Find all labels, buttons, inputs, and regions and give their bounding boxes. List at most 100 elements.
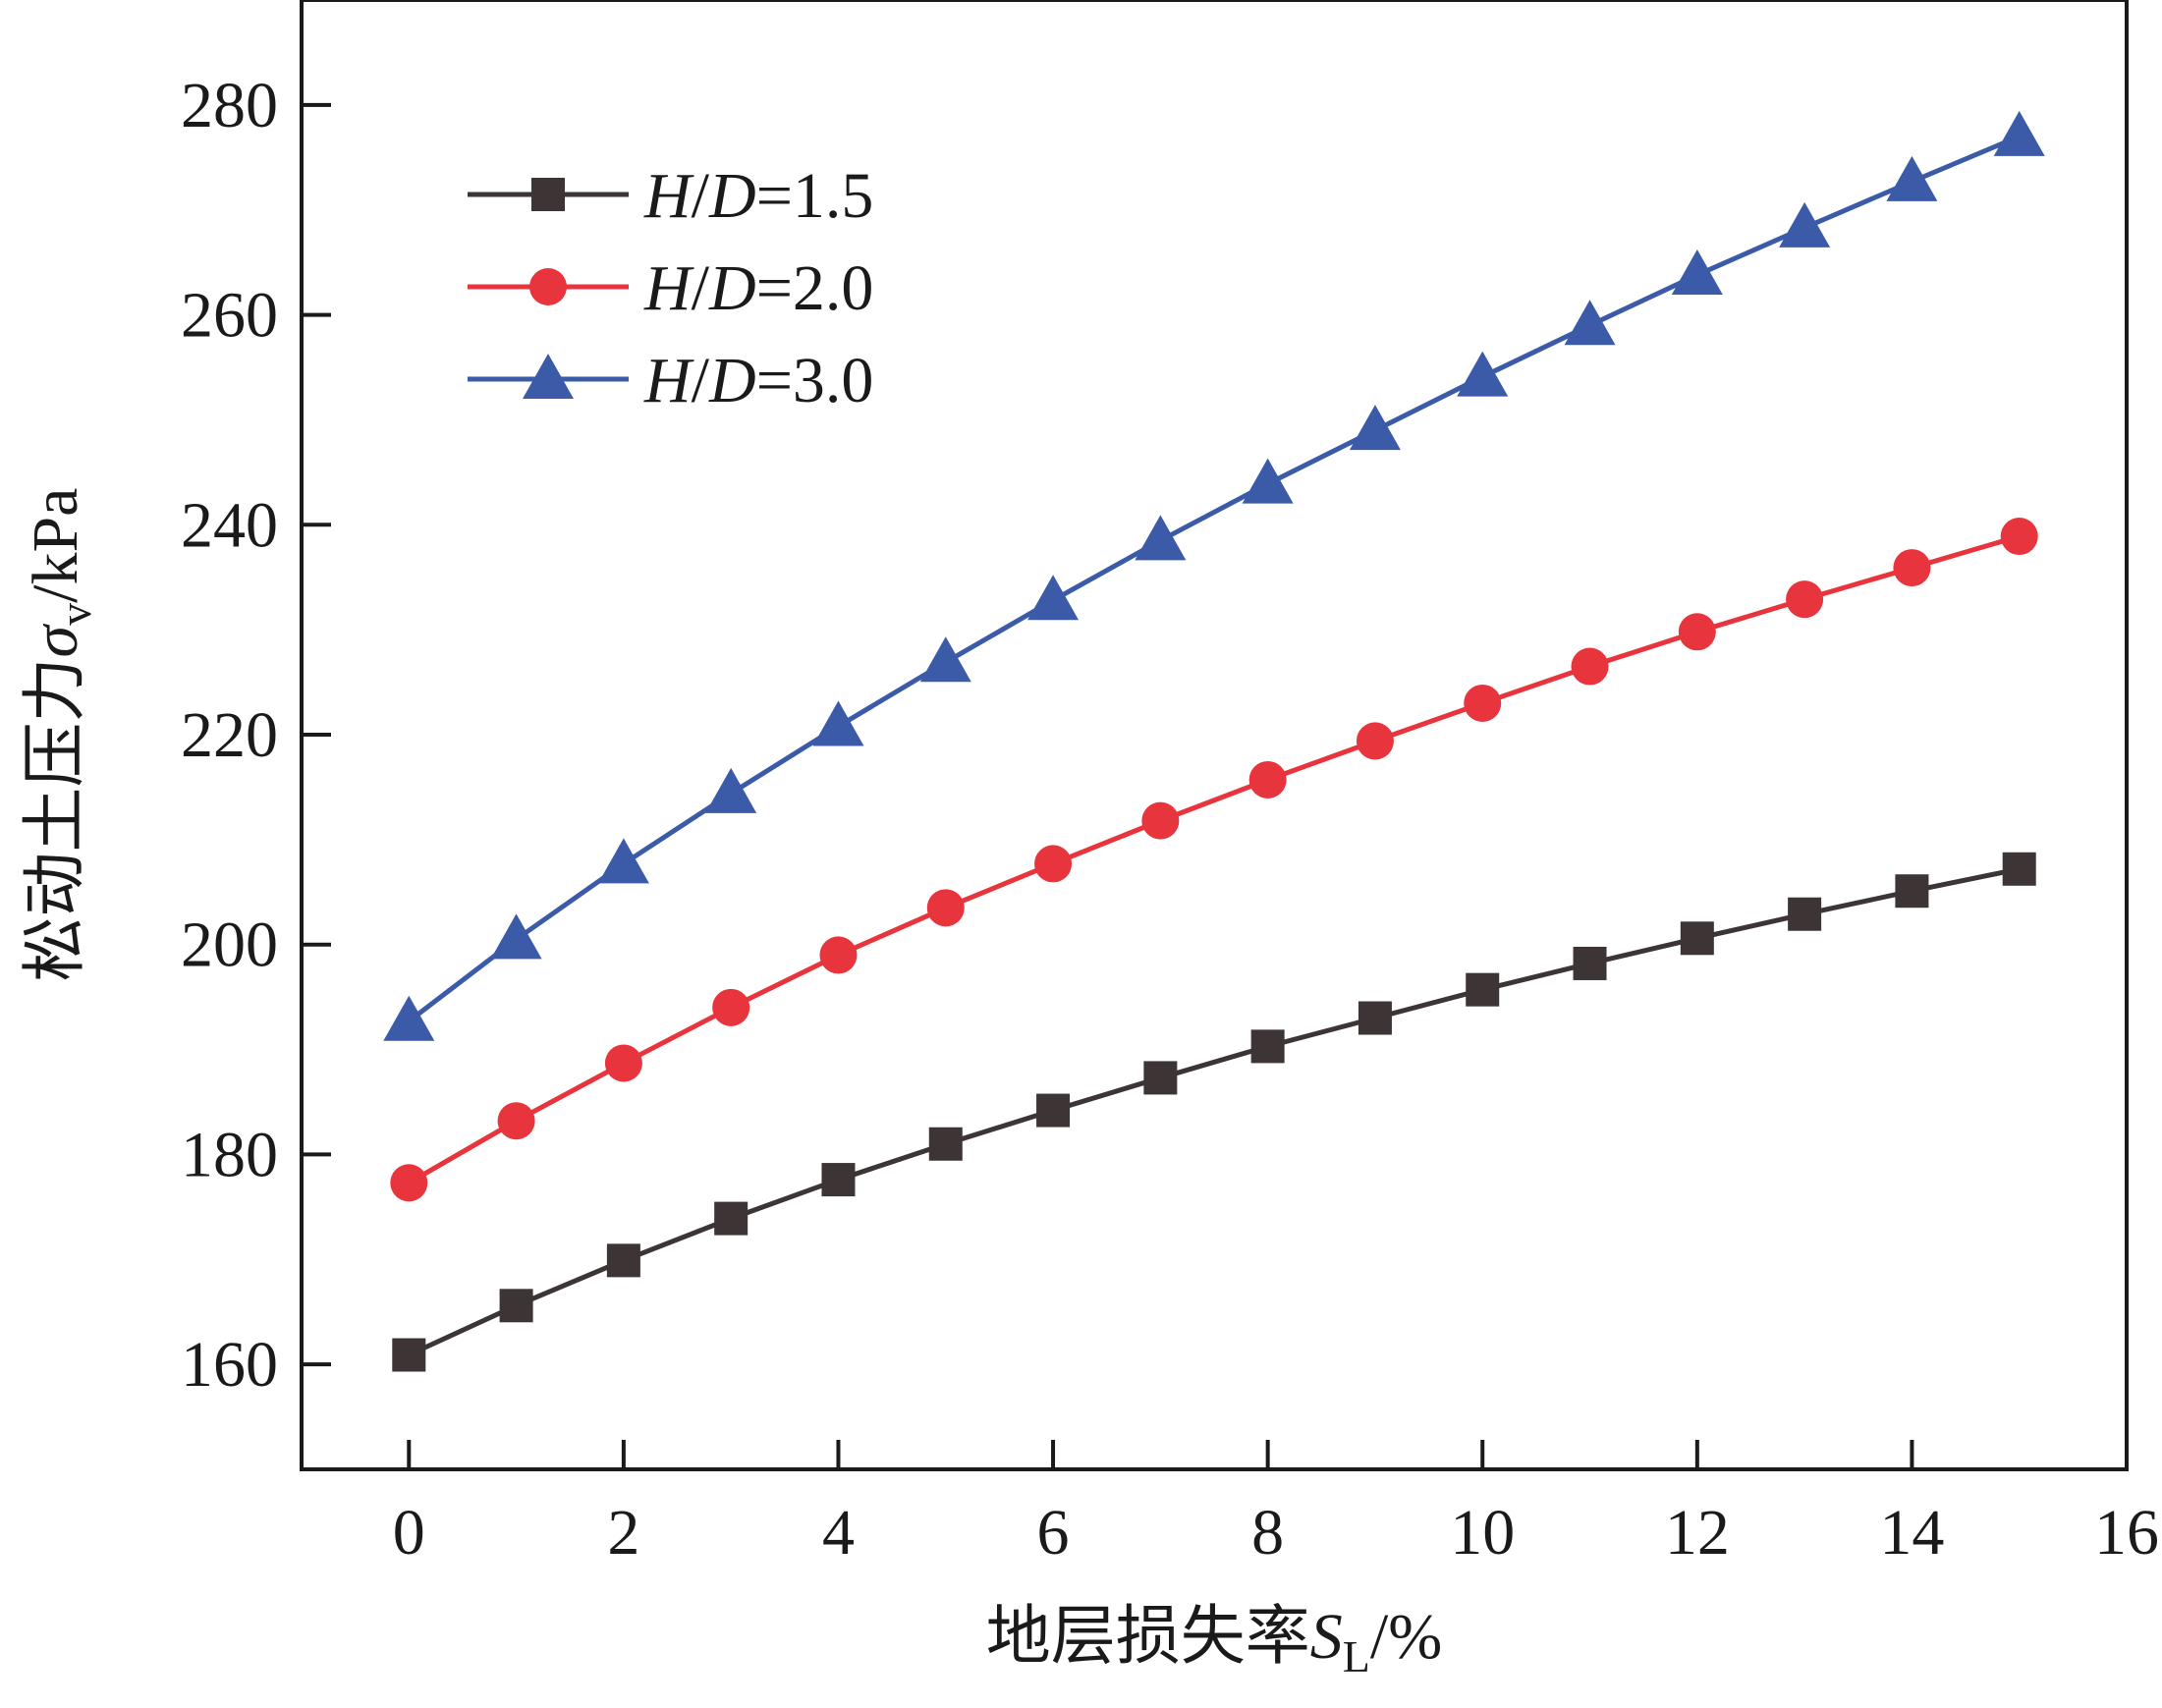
legend-label-part: H [643,160,694,232]
series-line [408,533,2021,1185]
legend-label: H/D=3.0 [643,345,873,416]
y-axis: 160 180 200 220 240 260 280 [181,70,331,1401]
legend-marker [529,268,567,305]
y-tick-label: 180 [181,1119,278,1190]
x-tick-label: 2 [607,1497,639,1569]
x-tick-label: 6 [1037,1497,1070,1569]
legend-item: H/D=1.5 [468,160,873,232]
data-point [926,889,965,927]
data-point [1993,110,2045,156]
x-tick-label: 16 [2094,1497,2159,1569]
x-tick-label: 14 [1879,1497,1944,1569]
data-point [1457,351,1509,397]
y-axis-title-subscript: v [50,603,100,626]
data-point [499,1289,533,1323]
data-point [1027,575,1080,621]
legend-label-part: =3.0 [756,345,874,416]
data-point [1036,1093,1071,1128]
x-axis-title-subscript: L [1343,1631,1370,1681]
y-tick-label: 240 [181,489,278,561]
x-tick-label: 4 [822,1497,855,1569]
data-point [604,1044,642,1082]
data-point [390,1164,428,1202]
legend-marker [523,354,574,399]
x-axis-title: 地层损失率SL/% [986,1601,1442,1681]
data-point [714,1201,748,1236]
data-point [928,1127,963,1161]
legend-item: H/D=2.0 [468,252,873,324]
y-axis-title-symbol: σ [20,623,91,657]
x-tick-label: 10 [1450,1497,1515,1569]
y-tick-label: 220 [181,699,278,771]
x-axis-title-unit: /% [1370,1601,1442,1673]
y-axis-title-prefix: 松动土压力 [20,657,91,981]
legend-label-part: =2.0 [756,252,874,324]
data-point [705,767,757,813]
legend: H/D=1.5H/D=2.0H/D=3.0 [468,160,873,416]
legend-label-part: D [708,252,756,324]
series-3 [383,110,2045,1041]
legend-item: H/D=3.0 [468,345,873,416]
series-1 [392,852,2036,1372]
series-line [407,134,2021,1023]
data-point [1564,300,1616,346]
legend-label-part: / [692,252,710,324]
y-axis-title: 松动土压力σv/kPa [20,488,100,982]
data-point [1143,1061,1178,1095]
x-axis: 0 2 4 6 8 10 12 14 16 [393,1440,2159,1569]
data-point [1671,248,1723,295]
legend-label: H/D=2.0 [643,252,873,324]
data-point [1356,722,1394,760]
data-point [812,700,864,746]
data-point [1786,580,1824,619]
y-tick-label: 200 [181,909,278,981]
data-point [1573,946,1607,980]
data-point [1886,155,1938,201]
data-point [1349,405,1401,451]
data-point [1135,515,1187,561]
data-point [1788,897,1822,931]
data-point [1034,845,1073,883]
data-point [497,1102,535,1140]
y-axis-title-unit: /kPa [20,488,91,603]
y-tick-label: 160 [181,1329,278,1401]
x-tick-label: 8 [1251,1497,1284,1569]
data-point [2000,518,2038,556]
legend-label-part: H [643,345,694,416]
data-point [490,913,542,960]
data-point [2002,852,2036,886]
legend-label-part: / [692,345,710,416]
data-point [383,995,435,1041]
series-layer [383,110,2045,1372]
legend-label-part: =1.5 [756,160,874,232]
x-axis-title-prefix: 地层损失率 [986,1601,1310,1673]
legend-label-part: H [643,252,694,324]
legend-label-part: / [692,160,710,232]
legend-label-part: D [708,160,756,232]
data-point [1893,549,1931,587]
data-point [1250,1029,1285,1064]
data-point [1466,972,1500,1007]
data-point [597,838,649,884]
legend-marker [531,178,565,211]
data-point [392,1338,426,1372]
data-point [1895,874,1929,909]
data-point [1242,458,1294,504]
data-point [606,1243,640,1278]
data-point [1571,647,1609,686]
data-point [821,1163,856,1197]
data-point [1358,1001,1392,1035]
data-point [1779,201,1831,248]
data-point [1248,760,1287,799]
data-point [1464,684,1502,722]
y-tick-label: 260 [181,280,278,352]
x-tick-label: 0 [393,1497,425,1569]
legend-label-part: D [708,345,756,416]
data-point [1141,801,1180,840]
plot-frame [300,0,2129,1471]
data-point [919,636,971,683]
y-tick-label: 280 [181,70,278,141]
data-point [712,988,750,1026]
data-point [1678,613,1716,651]
